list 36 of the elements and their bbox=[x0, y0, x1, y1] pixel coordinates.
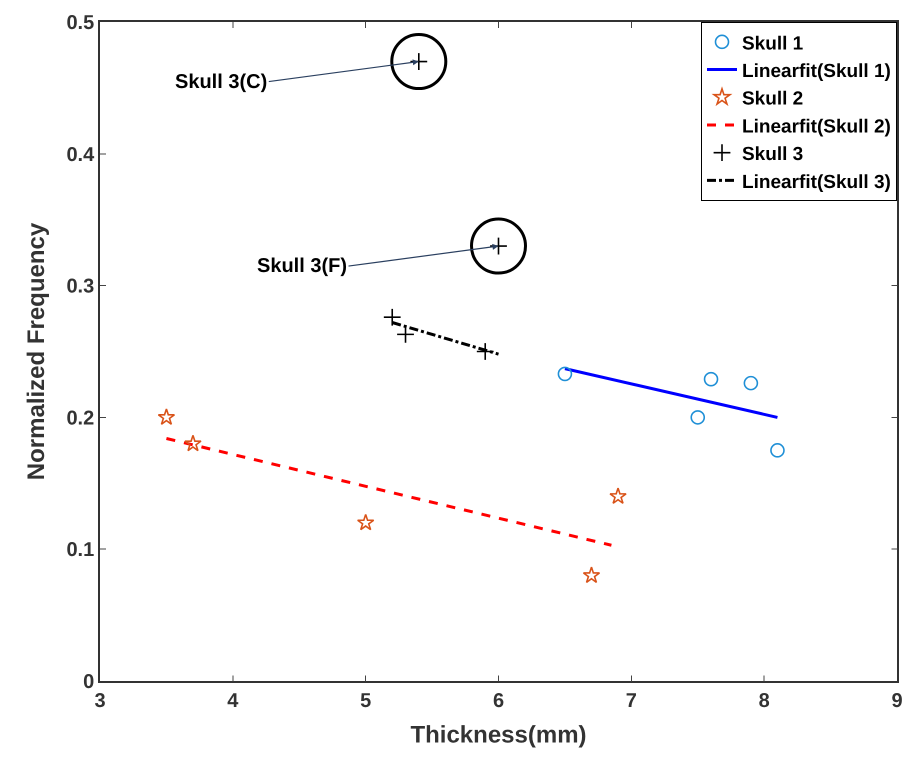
y-tick-label: 0.1 bbox=[66, 539, 94, 562]
point bbox=[184, 434, 202, 452]
point bbox=[704, 372, 718, 386]
point bbox=[396, 325, 415, 344]
y-tick-label: 0.5 bbox=[66, 12, 94, 34]
x-axis-title: Thickness(mm) bbox=[410, 722, 587, 749]
x-tick-label: 9 bbox=[891, 690, 903, 712]
point bbox=[609, 487, 627, 504]
point bbox=[690, 410, 706, 425]
y-tick-label: 0.2 bbox=[66, 407, 94, 430]
point bbox=[356, 514, 374, 530]
point bbox=[158, 408, 176, 425]
point bbox=[770, 443, 785, 458]
legend-label: Skull 2 bbox=[742, 88, 804, 110]
legend-label: Linearfit(Skull 2) bbox=[742, 116, 891, 138]
y-axis-title: Normalized Frequency bbox=[23, 222, 50, 480]
x-tick-label: 5 bbox=[360, 690, 372, 712]
legend-label: Linearfit(Skull 3) bbox=[742, 172, 891, 193]
point bbox=[476, 342, 494, 361]
annotation: Skull 3(F) bbox=[257, 255, 348, 277]
x-tick-label: 6 bbox=[492, 690, 504, 712]
y-tick-label: 0.4 bbox=[66, 144, 96, 166]
legend-label: Skull 1 bbox=[742, 33, 804, 54]
y-tick-label: 0.3 bbox=[66, 276, 94, 298]
x-tick-label: 7 bbox=[626, 690, 637, 712]
annotation: Skull 3(C) bbox=[175, 71, 268, 93]
point bbox=[582, 566, 600, 584]
x-tick-label: 8 bbox=[758, 690, 770, 712]
point bbox=[383, 308, 402, 326]
legend-label: Skull 3 bbox=[742, 144, 804, 166]
y-tick-label: 0 bbox=[83, 671, 94, 693]
point bbox=[558, 366, 572, 382]
x-tick-label: 4 bbox=[227, 690, 240, 712]
x-tick-label: 3 bbox=[94, 690, 106, 712]
legend-label: Linearfit(Skull 1) bbox=[742, 60, 891, 82]
point bbox=[744, 376, 758, 390]
